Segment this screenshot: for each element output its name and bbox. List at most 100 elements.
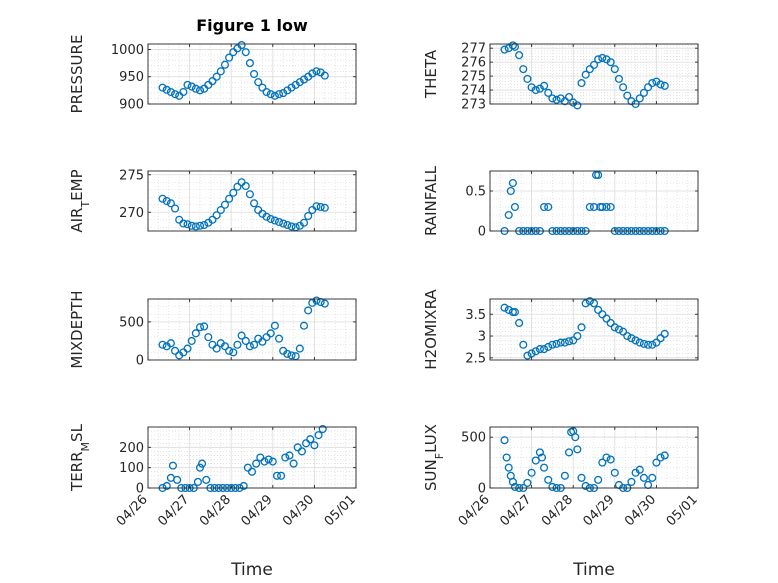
data-point — [212, 72, 221, 81]
data-point — [535, 448, 544, 457]
data-point — [581, 70, 590, 79]
data-point — [627, 334, 636, 343]
y-tick-label: 900 — [119, 98, 144, 113]
y-tick-label: 0 — [478, 482, 486, 497]
data-point — [644, 340, 653, 349]
subplot-air-temp: 270 275 AIRTEMP — [68, 168, 357, 233]
y-tick-label: 500 — [119, 315, 144, 330]
data-point — [548, 94, 557, 103]
x-tick-label: 04/28 — [539, 492, 576, 529]
data-point — [204, 80, 213, 89]
data-point — [316, 202, 325, 212]
data-point — [314, 431, 323, 440]
data-point — [610, 468, 619, 477]
data-point — [544, 475, 553, 484]
data-point — [635, 94, 644, 103]
data-point — [183, 220, 192, 229]
data-point — [515, 318, 524, 328]
data-point — [212, 344, 221, 353]
data-point — [594, 170, 603, 180]
data-point — [304, 211, 313, 221]
y-tick-label: 950 — [119, 70, 144, 85]
y-axis-label: THETA — [422, 49, 440, 99]
y-axis-label: AIRTEMP — [68, 169, 92, 232]
data-point — [581, 481, 590, 491]
subplot-h2omixra: 2.5 3 3.5 H2OMIXRA — [422, 289, 699, 370]
data-point — [606, 455, 615, 464]
data-point — [287, 351, 296, 360]
data-point — [220, 60, 230, 69]
data-point — [193, 477, 202, 486]
data-point — [589, 299, 599, 308]
data-point — [627, 477, 636, 486]
y-tick-label: 3 — [478, 330, 486, 345]
y-axis-label: TERRMSL — [68, 423, 92, 492]
data-point — [639, 88, 648, 97]
data-point — [320, 71, 329, 80]
data-point — [225, 346, 234, 355]
y-tick-label: 2.5 — [465, 351, 486, 366]
data-point — [610, 323, 619, 332]
data-point — [531, 347, 540, 356]
y-tick-label: 200 — [119, 441, 144, 456]
data-point — [187, 221, 196, 230]
data-point — [504, 463, 513, 472]
y-tick-label: 0 — [136, 482, 144, 497]
data-point — [270, 91, 279, 100]
data-point — [508, 477, 517, 486]
axes-box — [147, 298, 357, 361]
data-point — [200, 84, 209, 93]
data-point — [510, 308, 520, 317]
x-tick-label: 04/28 — [197, 492, 234, 529]
data-point — [308, 69, 317, 78]
data-point — [598, 202, 607, 212]
data-point — [523, 74, 532, 83]
data-point — [158, 340, 167, 349]
data-point — [170, 204, 180, 213]
data-point — [260, 457, 269, 466]
data-point — [274, 217, 284, 227]
data-point — [544, 342, 553, 351]
data-point — [266, 214, 275, 224]
data-point — [510, 482, 520, 492]
data-point — [256, 453, 265, 462]
data-point — [299, 218, 309, 227]
data-point — [660, 329, 669, 338]
x-tick-label: 04/29 — [581, 492, 618, 529]
data-point — [225, 194, 234, 203]
data-point — [237, 331, 246, 340]
data-point — [264, 455, 273, 464]
data-point — [173, 475, 182, 484]
data-point — [229, 188, 238, 197]
data-point — [233, 340, 242, 349]
data-point — [187, 336, 196, 345]
data-point — [635, 465, 644, 474]
data-point — [552, 339, 561, 348]
data-point — [304, 306, 313, 315]
data-point — [258, 83, 267, 92]
y-axis-label: RAINFALL — [422, 165, 440, 236]
data-point — [573, 445, 582, 454]
data-point — [166, 199, 175, 208]
data-point — [241, 336, 250, 345]
data-point — [262, 87, 271, 97]
y-tick-label: 270 — [119, 206, 144, 221]
data-point — [573, 101, 582, 110]
data-point — [648, 340, 657, 349]
data-point — [540, 345, 549, 354]
x-tick-label: 05/01 — [322, 492, 359, 529]
axes-box — [147, 426, 357, 489]
data-point — [656, 80, 665, 89]
data-point — [266, 90, 275, 99]
data-point — [279, 219, 288, 228]
y-tick-label: 0 — [136, 354, 144, 369]
data-point — [250, 199, 259, 208]
data-point — [594, 55, 603, 64]
x-tick-label: 04/26 — [114, 492, 151, 529]
data-point — [268, 457, 277, 466]
data-point — [266, 329, 275, 338]
data-point — [644, 83, 653, 92]
data-point — [594, 305, 603, 314]
data-point — [212, 211, 221, 220]
